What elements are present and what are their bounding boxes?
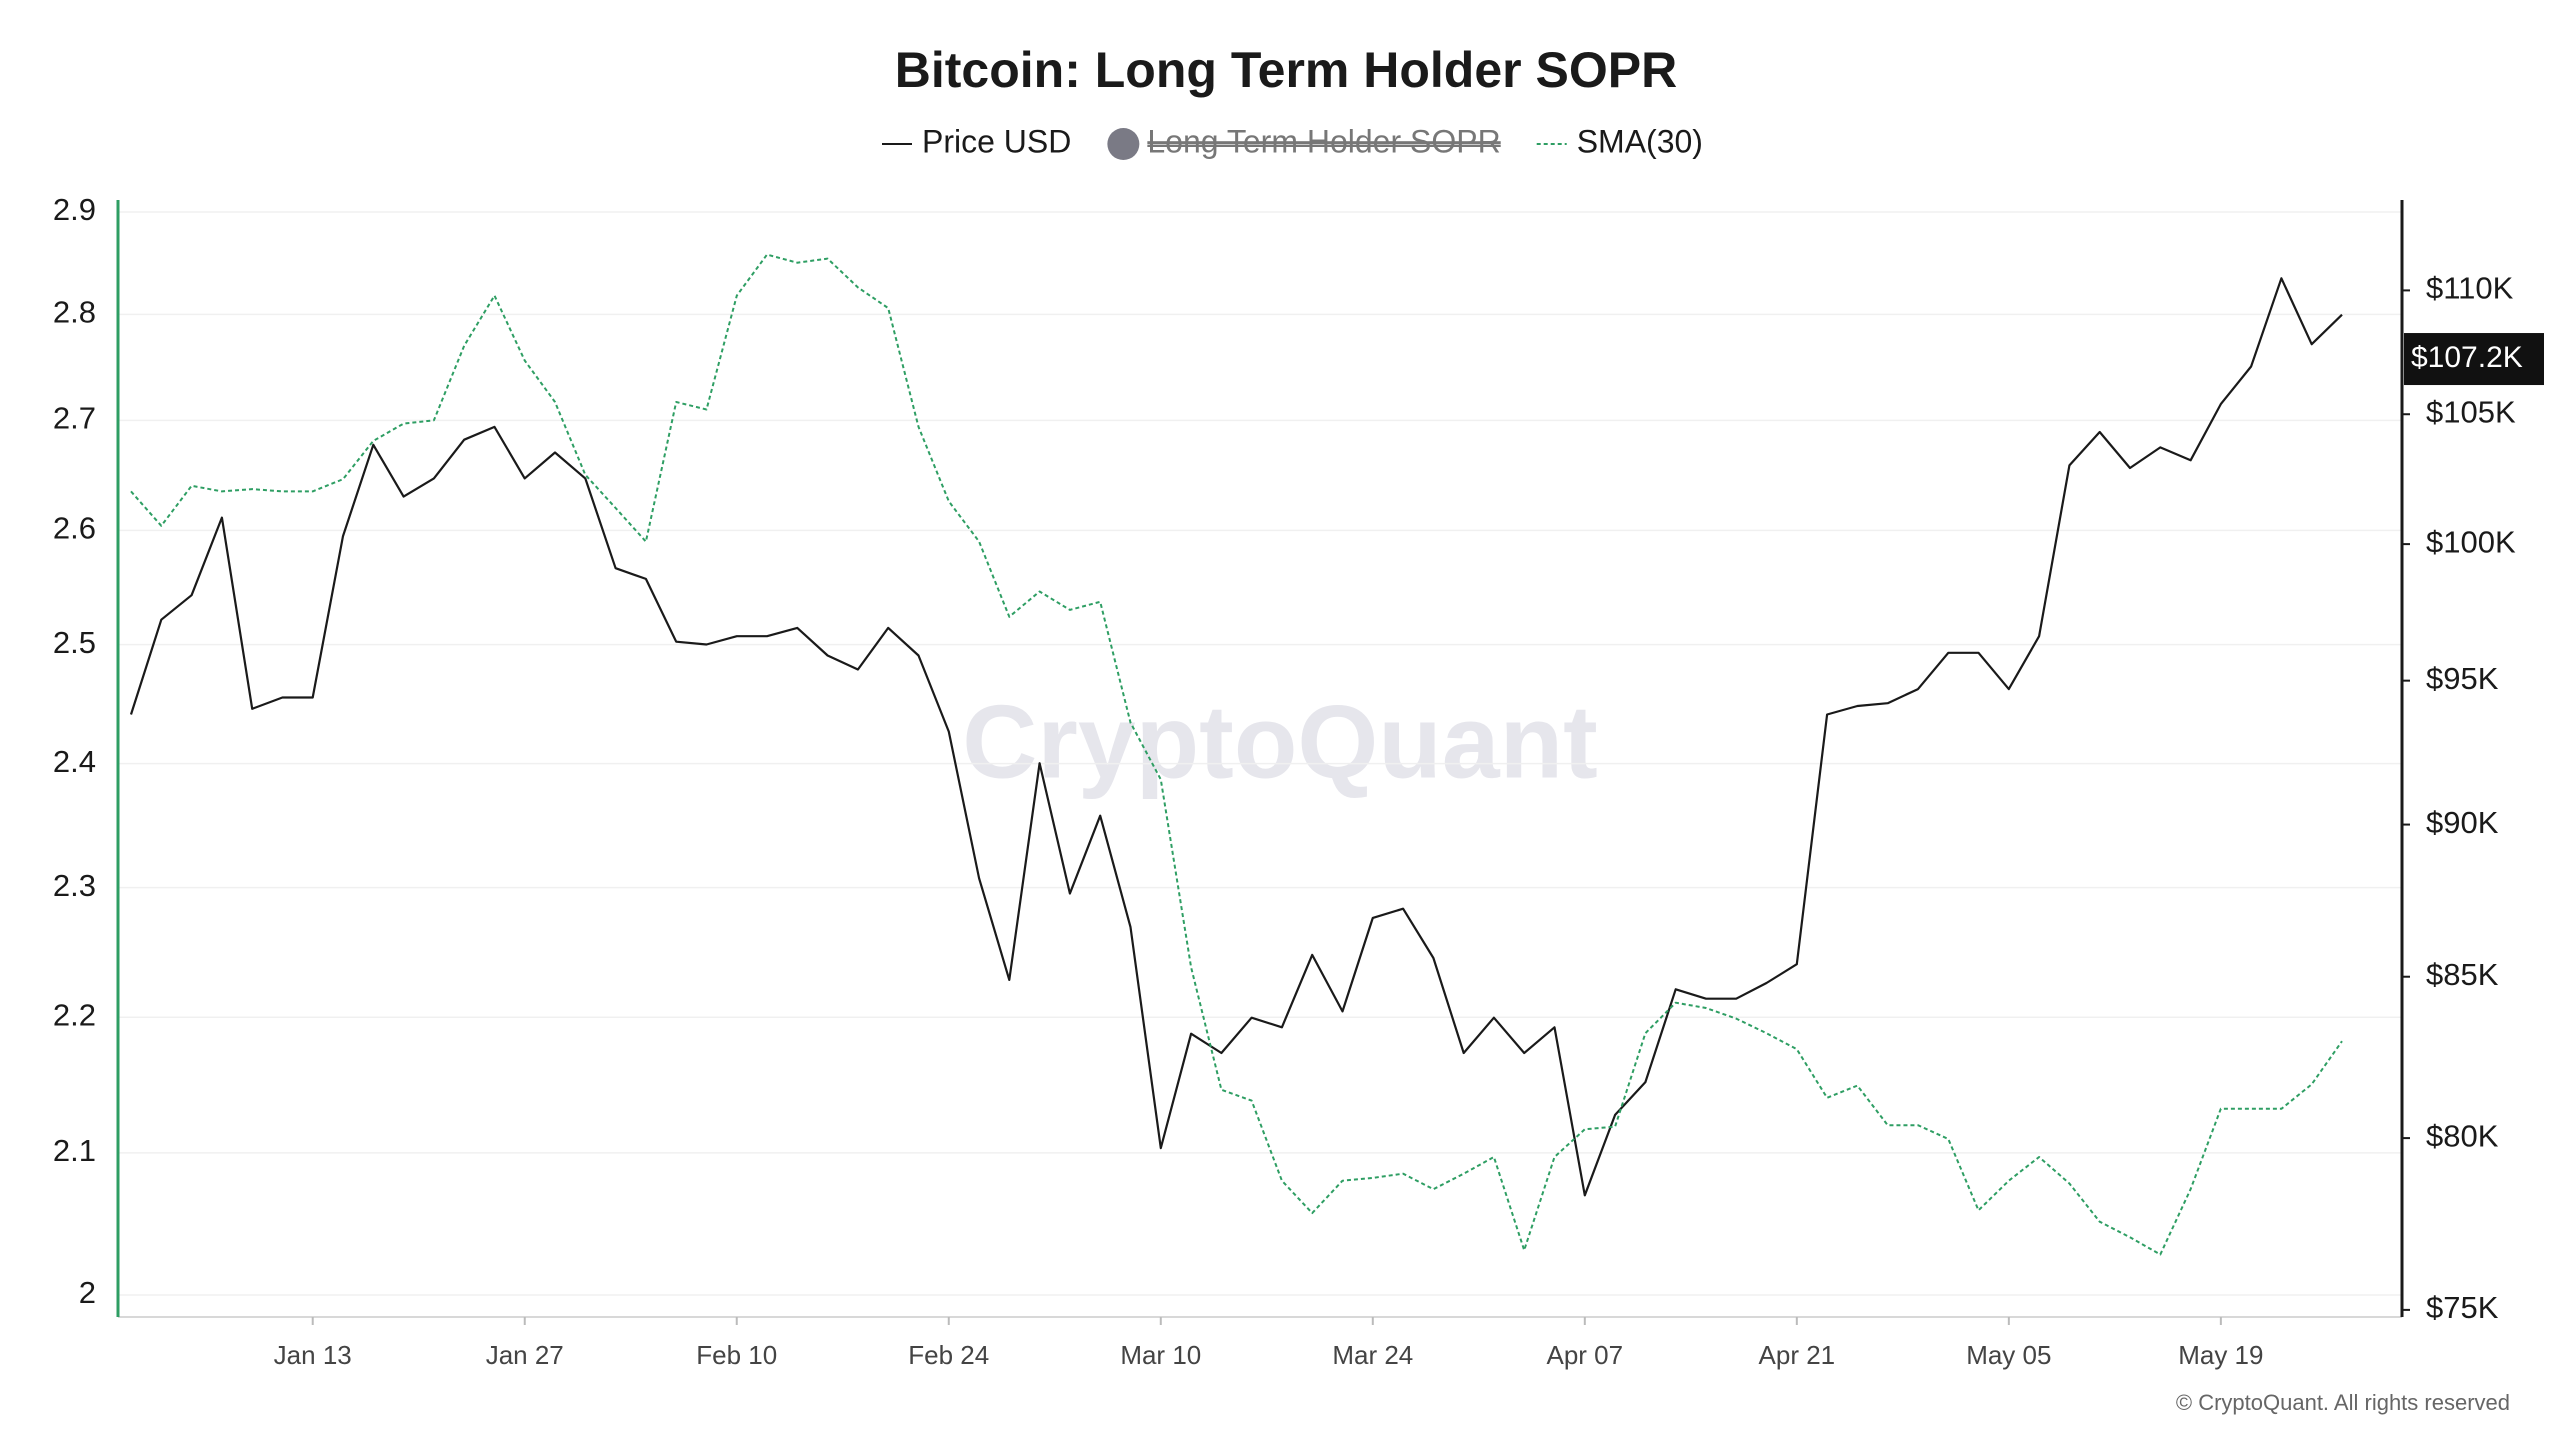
- x-tick-label: Apr 07: [1547, 1340, 1624, 1370]
- y2-tick-label: $75K: [2426, 1290, 2499, 1325]
- x-tick-label: Jan 27: [486, 1340, 564, 1370]
- series-line: [130, 253, 2343, 1256]
- y2-tick-label: $90K: [2426, 805, 2499, 840]
- y-tick-label: 2: [79, 1275, 96, 1310]
- x-tick-label: Mar 10: [1120, 1340, 1201, 1370]
- x-tick-label: May 05: [1966, 1340, 2051, 1370]
- y-tick-label: 2.5: [53, 625, 96, 660]
- y2-tick-label: $80K: [2426, 1118, 2499, 1153]
- y-tick-label: 2.2: [53, 997, 96, 1032]
- chart-title: Bitcoin: Long Term Holder SOPR: [895, 42, 1677, 98]
- x-tick-label: Feb 10: [696, 1340, 777, 1370]
- y2-tick-label: $95K: [2426, 661, 2499, 696]
- legend-label: Long Term Holder SOPR: [1147, 123, 1500, 159]
- y-tick-label: 2.3: [53, 868, 96, 903]
- x-tick-label: Apr 21: [1759, 1340, 1836, 1370]
- x-tick-label: Mar 24: [1332, 1340, 1413, 1370]
- x-tick-label: Jan 13: [274, 1340, 352, 1370]
- x-tick-label: Feb 24: [908, 1340, 989, 1370]
- y-tick-label: 2.8: [53, 295, 96, 330]
- y2-tick-label: $110K: [2426, 271, 2514, 306]
- y-tick-label: 2.1: [53, 1133, 96, 1168]
- y2-tick-label: $100K: [2426, 524, 2516, 559]
- y-tick-label: 2.9: [53, 192, 96, 227]
- y2-tick-label: $105K: [2426, 394, 2516, 429]
- y-tick-label: 2.6: [53, 511, 96, 546]
- footer: © CryptoQuant. All rights reserved: [2176, 1390, 2510, 1415]
- y-tick-label: 2.7: [53, 401, 96, 436]
- current-price-box: [2404, 333, 2544, 386]
- y-tick-label: 2.4: [53, 744, 96, 779]
- y2-tick-label: $85K: [2426, 957, 2499, 992]
- legend-label: Price USD: [922, 123, 1071, 159]
- current-price-label: $107.2K: [2411, 341, 2523, 374]
- legend-label: SMA(30): [1577, 123, 1703, 159]
- legend-swatch: [1107, 128, 1140, 160]
- x-tick-label: May 19: [2178, 1340, 2263, 1370]
- watermark: CryptoQuant: [962, 684, 1598, 800]
- series-line: [129, 277, 2343, 1197]
